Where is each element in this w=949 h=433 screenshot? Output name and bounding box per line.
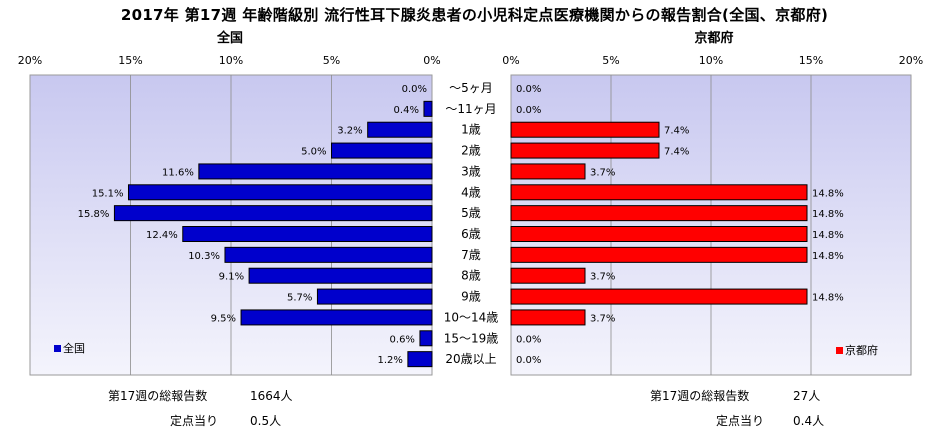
category-label: 15〜19歳 (444, 331, 499, 345)
category-label: 〜11ヶ月 (445, 102, 496, 116)
category-label: 4歳 (461, 185, 481, 199)
national-per-label: 定点当り (170, 414, 219, 428)
category-label: 10〜14歳 (444, 310, 499, 324)
kyoto-bar (510, 226, 808, 242)
right-tick-label: 10% (699, 54, 723, 67)
national-value-label: 10.3% (188, 251, 220, 262)
category-label: 5歳 (461, 206, 481, 220)
kyoto-value-label: 0.0% (516, 84, 541, 95)
national-value-label: 0.0% (402, 84, 427, 95)
national-bar (316, 288, 433, 305)
kyoto-bar (510, 184, 808, 201)
national-per-value: 0.5人 (250, 414, 282, 428)
national-value-label: 0.6% (390, 334, 415, 345)
kyoto-value-label: 14.8% (812, 188, 844, 199)
category-label: 2歳 (461, 144, 481, 158)
national-bar (240, 309, 433, 326)
left-tick-label: 20% (18, 54, 42, 67)
kyoto-value-label: 3.7% (590, 272, 615, 283)
kyoto-value-label: 14.8% (812, 251, 844, 262)
kyoto-value-label: 0.0% (516, 334, 541, 345)
kyoto-legend-swatch (836, 347, 843, 354)
kyoto-value-label: 7.4% (664, 126, 689, 137)
kyoto-bar (510, 267, 586, 284)
kyoto-value-label: 14.8% (812, 230, 844, 241)
right-panel-title: 京都府 (694, 30, 733, 46)
left-tick-label: 15% (118, 54, 142, 67)
right-tick-label: 15% (799, 54, 823, 67)
national-value-label: 15.8% (78, 209, 110, 220)
kyoto-bar (510, 142, 660, 159)
kyoto-total-value: 27人 (793, 389, 821, 403)
national-value-label: 15.1% (92, 188, 124, 199)
category-label: 6歳 (461, 227, 481, 241)
kyoto-value-label: 3.7% (590, 313, 615, 324)
national-value-label: 9.1% (219, 272, 244, 283)
kyoto-value-label: 14.8% (812, 293, 844, 304)
national-bar (113, 205, 433, 222)
category-label: 〜5ヶ月 (449, 81, 493, 95)
kyoto-value-label: 14.8% (812, 209, 844, 220)
left-tick-label: 5% (323, 54, 340, 67)
kyoto-bar (510, 121, 660, 138)
category-label: 8歳 (461, 269, 481, 283)
national-value-label: 5.7% (287, 293, 312, 304)
category-label: 9歳 (461, 290, 481, 304)
national-bar (331, 142, 433, 159)
national-bar (423, 100, 433, 117)
kyoto-value-label: 7.4% (664, 147, 689, 158)
kyoto-per-label: 定点当り (716, 414, 765, 428)
kyoto-value-label: 0.0% (516, 355, 541, 366)
national-legend-label: 全国 (63, 341, 85, 355)
national-value-label: 12.4% (146, 230, 178, 241)
kyoto-value-label: 0.0% (516, 105, 541, 116)
national-bar (367, 121, 433, 138)
national-value-label: 11.6% (162, 167, 194, 178)
category-label: 20歳以上 (445, 352, 496, 366)
kyoto-bar (510, 309, 586, 326)
category-label: 7歳 (461, 248, 481, 262)
national-bar (182, 226, 433, 242)
category-label: 1歳 (461, 123, 481, 137)
national-value-label: 5.0% (301, 147, 326, 158)
left-tick-label: 0% (423, 54, 440, 67)
kyoto-bar (510, 246, 808, 263)
national-bar (198, 163, 433, 180)
left-panel-title: 全国 (216, 30, 243, 46)
kyoto-per-value: 0.4人 (793, 414, 825, 428)
national-value-label: 9.5% (211, 313, 236, 324)
national-total-value: 1664人 (250, 389, 293, 403)
national-total-label: 第17週の総報告数 (108, 389, 208, 403)
left-tick-label: 10% (219, 54, 243, 67)
national-bar (127, 184, 433, 201)
kyoto-total-label: 第17週の総報告数 (650, 389, 750, 403)
right-tick-label: 5% (602, 54, 619, 67)
national-bar (224, 246, 433, 263)
right-tick-label: 20% (899, 54, 923, 67)
national-value-label: 1.2% (377, 355, 402, 366)
category-label: 3歳 (461, 164, 481, 178)
kyoto-bar (510, 288, 808, 305)
chart-title: 2017年 第17週 年齢階級別 流行性耳下腺炎患者の小児科定点医療機関からの報… (120, 6, 829, 24)
national-bar (248, 267, 433, 284)
right-tick-label: 0% (502, 54, 519, 67)
kyoto-legend-label: 京都府 (845, 343, 878, 357)
national-bar (419, 330, 433, 347)
national-legend-swatch (54, 345, 61, 352)
national-value-label: 0.4% (394, 105, 419, 116)
kyoto-bar (510, 205, 808, 222)
national-bar (407, 351, 433, 368)
national-value-label: 3.2% (337, 126, 362, 137)
kyoto-value-label: 3.7% (590, 167, 615, 178)
kyoto-bar (510, 163, 586, 180)
